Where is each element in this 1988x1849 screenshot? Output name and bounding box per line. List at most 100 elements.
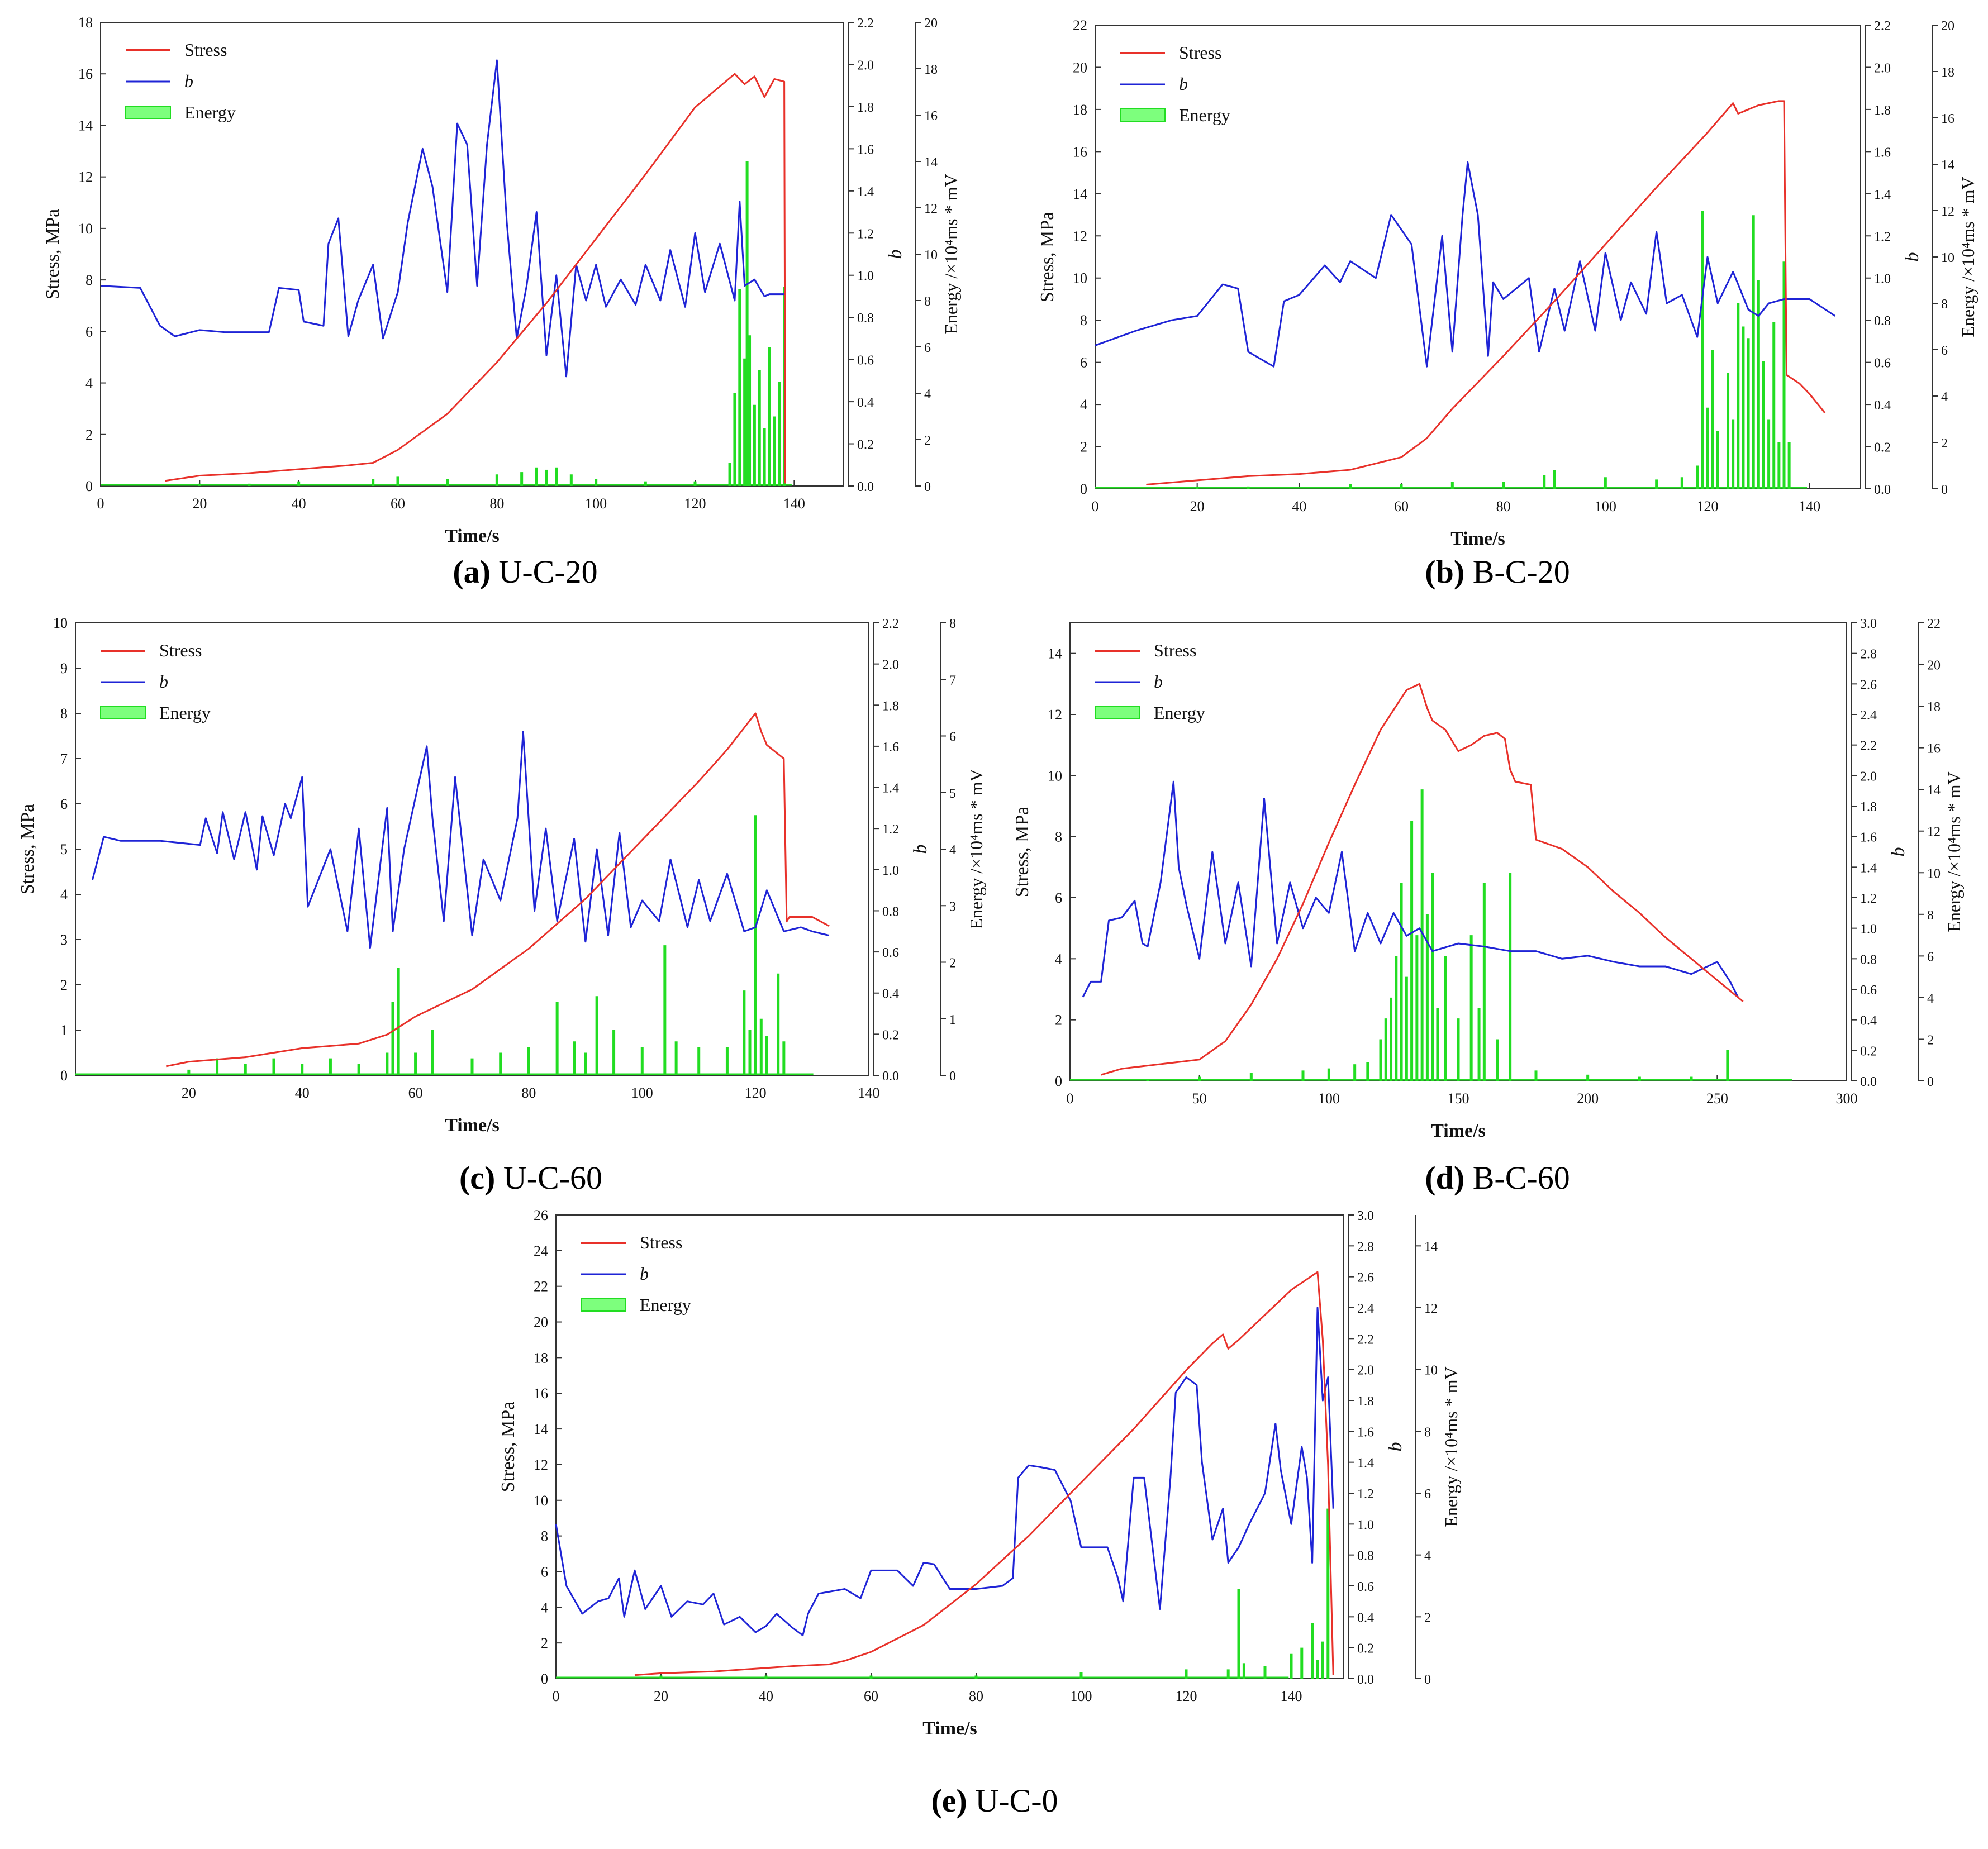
energy-tick-label: 8 bbox=[949, 617, 956, 631]
caption-letter-b: (b) bbox=[1425, 554, 1465, 590]
x-tick-label: 100 bbox=[631, 1085, 653, 1101]
y-tick-label: 2 bbox=[85, 427, 93, 443]
b-tick-label: 1.2 bbox=[857, 227, 874, 241]
b-tick-label: 0.6 bbox=[1357, 1580, 1374, 1594]
stress-line bbox=[634, 1271, 1334, 1676]
energy-tick-label: 10 bbox=[1927, 866, 1941, 881]
caption-text-a: U-C-20 bbox=[498, 554, 598, 590]
chart-d: 0 50 100 150 200 250 300Time/s02468101214Stres… bbox=[1012, 617, 1964, 1141]
b-tick-label: 0.8 bbox=[1874, 314, 1891, 328]
energy-tick-label: 6 bbox=[924, 341, 931, 355]
x-tick-label: 300 bbox=[1836, 1090, 1858, 1107]
legend-label-stress: Stress bbox=[640, 1232, 682, 1252]
y-tick-label: 18 bbox=[78, 15, 93, 31]
b-tick-label: 2.4 bbox=[1357, 1302, 1374, 1316]
y-tick-label: 20 bbox=[1073, 59, 1087, 75]
legend: Stress b Energy bbox=[100, 640, 211, 723]
y-axis-label: Stress, MPa bbox=[1012, 807, 1033, 897]
b-tick-label: 1.2 bbox=[882, 822, 899, 837]
caption-letter-a: (a) bbox=[453, 554, 491, 590]
y-tick-label: 18 bbox=[1073, 102, 1087, 118]
b-tick-label: 2.0 bbox=[1357, 1364, 1374, 1378]
x-tick-label: 40 bbox=[759, 1688, 773, 1704]
legend-label-b: b bbox=[184, 71, 193, 91]
energy-tick-label: 6 bbox=[1424, 1487, 1431, 1502]
energy-tick-label: 8 bbox=[1424, 1425, 1431, 1440]
chart-a: 0 20 40 60 80 100 120 140Time/s024681012141618S… bbox=[42, 15, 961, 546]
energy-tick-label: 2 bbox=[1927, 1033, 1934, 1047]
chart-svg-e: 0 20 40 60 80 100 120 140Time/s0246810121416182… bbox=[498, 1207, 1461, 1739]
y-tick-label: 8 bbox=[85, 272, 93, 288]
chart-panel-d: 0 50 100 150 200 250 300 Time/s 0 2 4 6 8 10 12 14 Stres… bbox=[1011, 609, 1978, 1167]
b-tick-label: 0.8 bbox=[1860, 952, 1877, 967]
b-tick-label: 1.6 bbox=[1874, 145, 1891, 160]
b-tick-label: 0.2 bbox=[1860, 1044, 1877, 1059]
legend-label-stress: Stress bbox=[159, 640, 202, 660]
y-tick-label: 12 bbox=[1048, 707, 1062, 723]
legend-label-stress: Stress bbox=[184, 40, 227, 60]
b-line bbox=[1082, 780, 1739, 998]
energy-tick-label: 14 bbox=[1424, 1240, 1438, 1254]
y-axis-label: Stress, MPa bbox=[42, 209, 63, 299]
b-tick-label: 1.8 bbox=[1874, 103, 1891, 118]
stress-line bbox=[165, 73, 786, 484]
legend-swatch-energy bbox=[1095, 706, 1140, 719]
energy-tick-label: 4 bbox=[949, 843, 956, 857]
b-tick-label: 1.0 bbox=[1874, 272, 1891, 287]
b-tick-label: 0.2 bbox=[1357, 1642, 1374, 1656]
energy-tick-label: 22 bbox=[1927, 617, 1941, 631]
b-tick-label: 2.8 bbox=[1860, 647, 1877, 662]
energy-tick-label: 14 bbox=[1941, 158, 1954, 173]
b-tick-label: 1.8 bbox=[1357, 1394, 1374, 1409]
x-tick-label: 100 bbox=[1318, 1090, 1340, 1107]
y-tick-label: 16 bbox=[1073, 144, 1087, 160]
b-tick-label: 1.6 bbox=[1860, 831, 1877, 845]
y-tick-label: 2 bbox=[1080, 439, 1087, 455]
y-tick-label: 12 bbox=[534, 1457, 548, 1473]
energy-tick-label: 18 bbox=[1927, 700, 1941, 714]
legend-label-b: b bbox=[1154, 671, 1163, 692]
x-tick-label: 40 bbox=[295, 1085, 310, 1101]
energy-series bbox=[556, 1508, 1330, 1679]
energy-tick-label: 20 bbox=[924, 16, 938, 31]
y-tick-label: 12 bbox=[78, 169, 93, 185]
b-tick-label: 2.6 bbox=[1357, 1271, 1374, 1285]
energy-tick-label: 16 bbox=[1927, 742, 1941, 756]
b-tick-label: 1.0 bbox=[1357, 1518, 1374, 1532]
caption-d: (d) B-C-60 bbox=[1330, 1159, 1665, 1197]
legend-swatch-energy bbox=[100, 706, 146, 719]
energy-tick-label: 16 bbox=[1941, 112, 1954, 126]
b-tick-label: 1.8 bbox=[1860, 800, 1877, 814]
b-tick-label: 0.0 bbox=[1860, 1075, 1877, 1089]
y-tick-label: 20 bbox=[534, 1314, 548, 1331]
x-tick-label: 80 bbox=[521, 1085, 536, 1101]
legend: Stress b Energy bbox=[1120, 42, 1230, 125]
y-tick-label: 0 bbox=[60, 1068, 68, 1084]
b-tick-label: 0.2 bbox=[857, 438, 874, 452]
b-line bbox=[1095, 161, 1836, 368]
b-tick-label: 1.6 bbox=[1357, 1425, 1374, 1440]
b-tick-label: 3.0 bbox=[1357, 1209, 1374, 1223]
x-tick-label: 150 bbox=[1448, 1090, 1469, 1107]
chart-svg-a: 0 20 40 60 80 100 120 140Time/s024681012141618S… bbox=[42, 15, 961, 546]
b-tick-label: 2.2 bbox=[857, 16, 874, 31]
x-tick-label: 100 bbox=[1595, 498, 1616, 514]
legend-label-b: b bbox=[640, 1264, 649, 1284]
b-tick-label: 0.6 bbox=[882, 946, 899, 960]
b-tick-label: 1.4 bbox=[1860, 861, 1877, 875]
chart-panel-a: 0 20 40 60 80 100 120 140 Time/s 0 2 4 6 8 10 12 14 16 18 S… bbox=[42, 15, 978, 620]
x-tick-label: 20 bbox=[654, 1688, 668, 1704]
legend-swatch-energy bbox=[581, 1298, 626, 1312]
y-tick-label: 0 bbox=[1080, 481, 1087, 497]
y-tick-label: 0 bbox=[541, 1671, 548, 1687]
energy-tick-label: 12 bbox=[1941, 204, 1954, 219]
y-tick-label: 16 bbox=[534, 1385, 548, 1402]
x-tick-label: 20 bbox=[1190, 498, 1205, 514]
y-tick-label: 4 bbox=[541, 1599, 548, 1616]
stress-line bbox=[1101, 683, 1744, 1076]
plot-frame bbox=[100, 22, 844, 487]
b-tick-label: 0.6 bbox=[857, 354, 874, 368]
b-tick-label: 2.0 bbox=[857, 58, 874, 73]
b-tick-label: 2.2 bbox=[1357, 1332, 1374, 1347]
y-tick-label: 0 bbox=[1055, 1073, 1062, 1089]
